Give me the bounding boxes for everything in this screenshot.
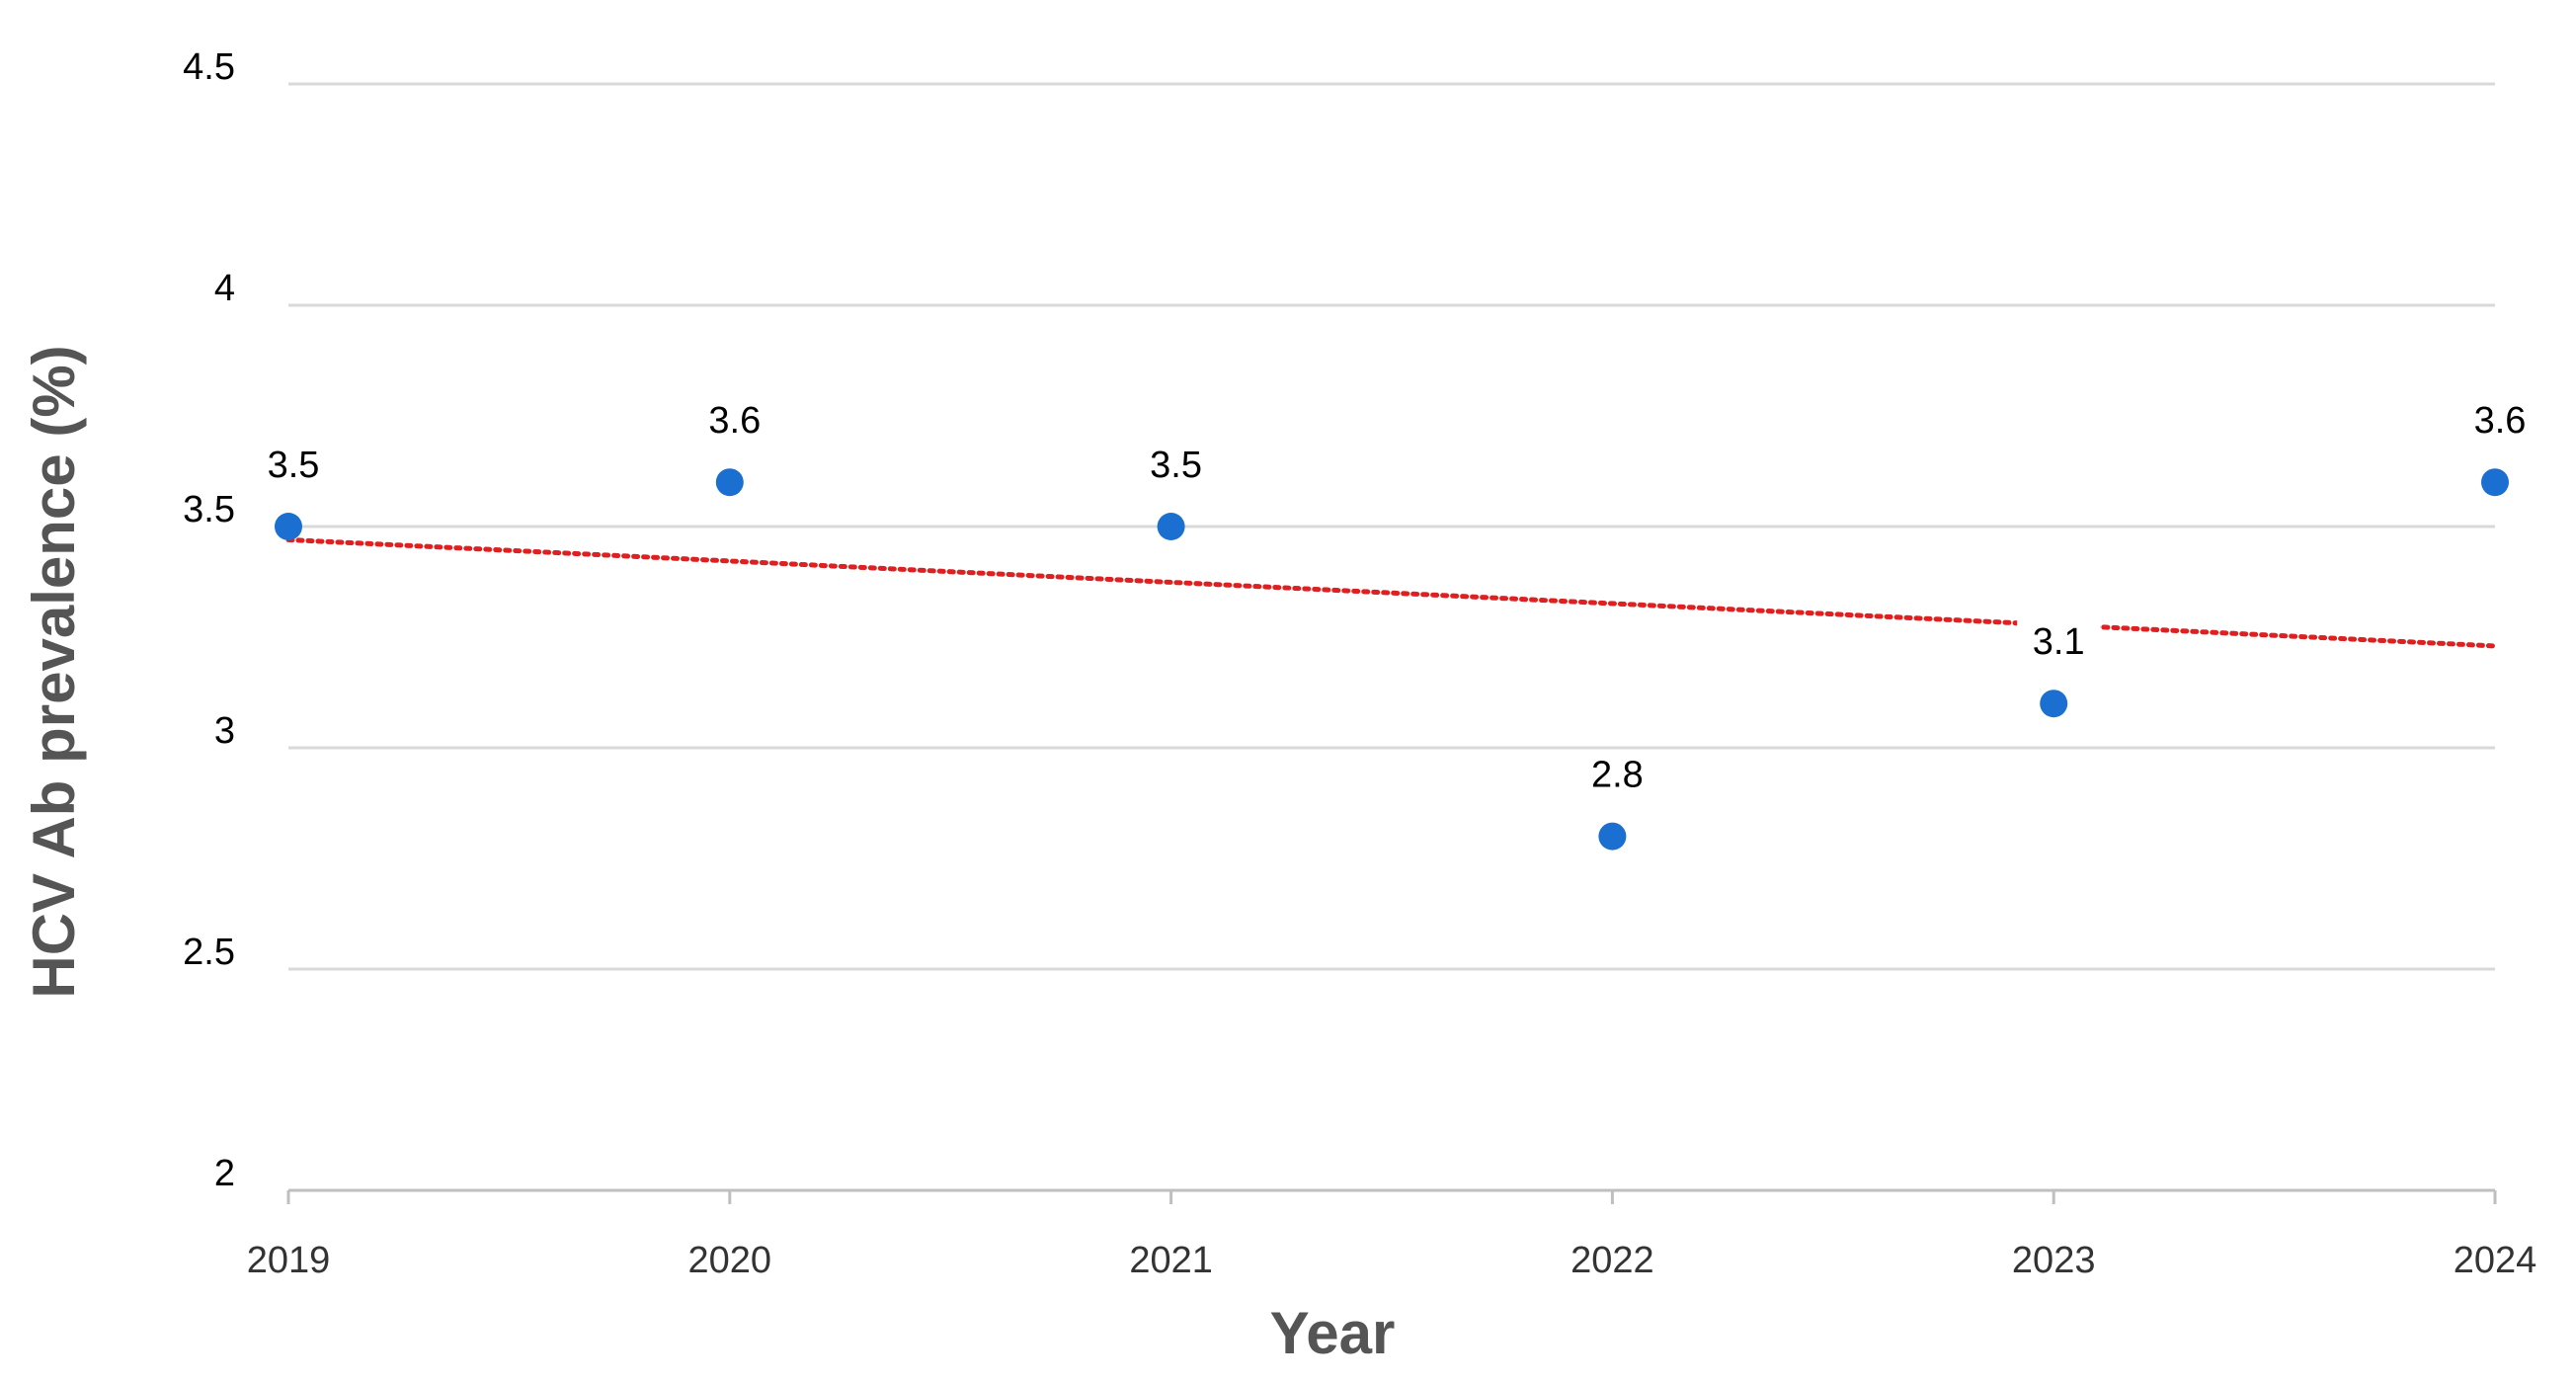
trendline bbox=[285, 536, 2498, 649]
data-point bbox=[1157, 513, 1185, 540]
data-label: 3.6 bbox=[708, 400, 761, 442]
data-point bbox=[275, 513, 302, 540]
y-tick-label: 4.5 bbox=[183, 46, 235, 88]
y-tick-label: 3 bbox=[214, 710, 235, 752]
x-tick-labels: 2019 2020 2021 2022 2023 2024 bbox=[247, 1240, 2537, 1281]
data-point bbox=[2481, 468, 2509, 497]
gridlines bbox=[288, 82, 2495, 971]
data-label-background bbox=[1575, 749, 1659, 797]
y-tick-label: 2.5 bbox=[183, 932, 235, 973]
y-tick-label: 3.5 bbox=[183, 489, 235, 530]
x-tick-label: 2021 bbox=[1129, 1240, 1213, 1281]
data-label-background bbox=[252, 440, 335, 487]
y-tick-labels: 2 2.5 3 3.5 4 4.5 bbox=[183, 46, 235, 1194]
data-label: 3.1 bbox=[2033, 621, 2085, 663]
data-label: 3.6 bbox=[2474, 400, 2527, 442]
x-axis bbox=[286, 1188, 2497, 1204]
data-point bbox=[715, 468, 744, 497]
x-tick-label: 2020 bbox=[688, 1240, 772, 1281]
data-label: 3.5 bbox=[268, 445, 320, 486]
data-label-background bbox=[1134, 440, 1218, 487]
trendline-group bbox=[285, 536, 2498, 649]
x-tick-label: 2022 bbox=[1570, 1240, 1654, 1281]
data-point bbox=[2040, 690, 2068, 718]
data-labels: 3.5 3.6 3.5 2.8 3.1 3.6 bbox=[252, 395, 2541, 797]
data-point bbox=[1598, 822, 1627, 851]
data-label-background bbox=[692, 395, 776, 444]
x-axis-title: Year bbox=[1270, 1300, 1396, 1366]
y-tick-label: 4 bbox=[214, 268, 235, 309]
y-axis-title: HCV Ab prevalence (%) bbox=[21, 345, 87, 998]
x-tick-label: 2024 bbox=[2454, 1240, 2537, 1281]
x-tick-label: 2019 bbox=[247, 1240, 331, 1281]
x-tick-label: 2023 bbox=[2012, 1240, 2096, 1281]
data-label-background bbox=[2017, 616, 2101, 665]
y-tick-label: 2 bbox=[214, 1153, 235, 1194]
data-points bbox=[275, 468, 2509, 851]
data-label: 2.8 bbox=[1591, 755, 1644, 796]
data-label-background bbox=[2458, 395, 2541, 444]
data-label: 3.5 bbox=[1150, 445, 1202, 486]
